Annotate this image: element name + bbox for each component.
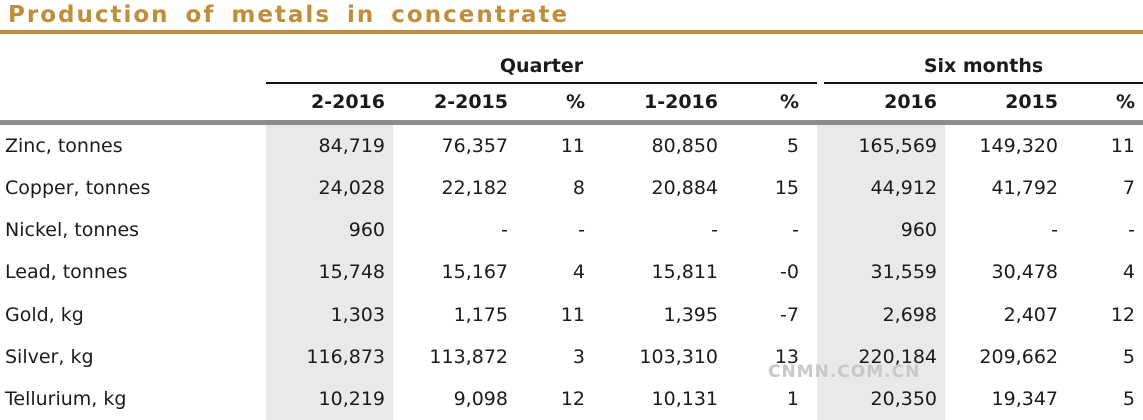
group-header-six-months: Six months bbox=[824, 55, 1143, 84]
table-cell: - bbox=[501, 219, 508, 242]
table-cell: 2,698 bbox=[817, 293, 945, 336]
table-cell: 11 bbox=[560, 303, 585, 326]
table-cell: 20,884 bbox=[651, 177, 718, 200]
table-cell: 1 bbox=[786, 387, 799, 410]
table-cell: 44,912 bbox=[817, 167, 945, 210]
table-cell: 12 bbox=[1110, 303, 1135, 326]
table-cell: - bbox=[578, 219, 585, 242]
table-cell: 15 bbox=[774, 177, 799, 200]
title-underline bbox=[0, 30, 1143, 34]
table-cell: 4 bbox=[1122, 261, 1135, 284]
table-cell: 10,131 bbox=[651, 387, 718, 410]
row-label: Gold, kg bbox=[5, 303, 84, 326]
table-cell: 19,347 bbox=[991, 387, 1058, 410]
table-row: Lead, tonnes 15,748 15,167 4 15,811 -0 31,559 3… bbox=[0, 251, 1143, 294]
table-cell: 9,098 bbox=[453, 387, 508, 410]
table-body: Zinc, tonnes 84,719 76,357 11 80,850 5 165,569… bbox=[0, 125, 1143, 420]
table-cell: 20,350 bbox=[817, 377, 945, 420]
table-row: Tellurium, kg 10,219 9,098 12 10,131 1 20,350 1… bbox=[0, 377, 1143, 420]
table-cell: 8 bbox=[572, 177, 585, 200]
table-cell: 15,748 bbox=[266, 251, 393, 294]
table-cell: 15,167 bbox=[441, 261, 508, 284]
table-cell: 1,303 bbox=[266, 293, 393, 336]
table-row: Nickel, tonnes 960- - - -960- - bbox=[0, 209, 1143, 252]
table-cell: 11 bbox=[560, 135, 585, 158]
table-cell: 15,811 bbox=[651, 261, 718, 284]
table-cell: 960 bbox=[266, 209, 393, 252]
table-cell: - bbox=[711, 219, 718, 242]
row-label: Silver, kg bbox=[5, 345, 94, 368]
table-cell: 5 bbox=[1122, 345, 1135, 368]
table-cell: 165,569 bbox=[817, 125, 945, 168]
table-cell: 24,028 bbox=[266, 167, 393, 210]
column-header-6m-2015: 2015 bbox=[1005, 91, 1058, 113]
row-label: Tellurium, kg bbox=[5, 387, 127, 410]
table-cell: 220,184 bbox=[817, 335, 945, 378]
header-divider-rule bbox=[0, 120, 1143, 125]
group-header-row: Quarter Six months bbox=[0, 34, 1143, 84]
table-cell: 1,395 bbox=[663, 303, 718, 326]
column-header-q2-2015: 2-2015 bbox=[434, 91, 508, 113]
table-row: Gold, kg 1,303 1,175 11 1,395 -7 2,698 2,407 12 bbox=[0, 293, 1143, 336]
table-cell: 41,792 bbox=[991, 177, 1058, 200]
row-label: Zinc, tonnes bbox=[5, 135, 123, 158]
column-header-pct-1: % bbox=[565, 91, 585, 113]
table-cell: 76,357 bbox=[441, 135, 508, 158]
table-row: Zinc, tonnes 84,719 76,357 11 80,850 5 165,569… bbox=[0, 125, 1143, 168]
column-header-row: 2-2016 2-2015 % 1-2016 % 2016 2015 % bbox=[0, 84, 1143, 120]
table-cell: 13 bbox=[774, 345, 799, 368]
table-cell: 5 bbox=[1122, 387, 1135, 410]
table-cell: 1,175 bbox=[453, 303, 508, 326]
table-cell: 12 bbox=[560, 387, 585, 410]
row-label: Nickel, tonnes bbox=[5, 219, 140, 242]
table-cell: 11 bbox=[1110, 135, 1135, 158]
table-cell: -0 bbox=[780, 261, 799, 284]
table-cell: 31,559 bbox=[817, 251, 945, 294]
table-cell: 149,320 bbox=[979, 135, 1058, 158]
column-header-pct-3: % bbox=[1115, 91, 1135, 113]
column-header-label bbox=[0, 113, 266, 120]
table-cell: 7 bbox=[1122, 177, 1135, 200]
table-cell: - bbox=[1051, 219, 1058, 242]
column-header-q1-2016: 1-2016 bbox=[644, 91, 718, 113]
table-cell: 209,662 bbox=[979, 345, 1058, 368]
group-header-quarter: Quarter bbox=[266, 55, 817, 84]
column-header-q2-2016: 2-2016 bbox=[311, 91, 385, 113]
table-cell: 80,850 bbox=[651, 135, 718, 158]
table-cell: 3 bbox=[572, 345, 585, 368]
table-cell: 113,872 bbox=[429, 345, 508, 368]
table-cell: 4 bbox=[572, 261, 585, 284]
table-cell: - bbox=[1128, 219, 1135, 242]
table-row: Silver, kg 116,873 113,872 3 103,310 13 220,18… bbox=[0, 335, 1143, 378]
table-cell: 30,478 bbox=[991, 261, 1058, 284]
table-cell: 103,310 bbox=[639, 345, 718, 368]
table-cell: - bbox=[792, 219, 799, 242]
table-cell: 84,719 bbox=[266, 125, 393, 168]
row-label: Lead, tonnes bbox=[5, 261, 128, 284]
column-header-6m-2016: 2016 bbox=[884, 91, 937, 113]
table-cell: 116,873 bbox=[266, 335, 393, 378]
table-cell: 960 bbox=[817, 209, 945, 252]
table-row: Copper, tonnes 24,028 22,182 8 20,884 15 44,91… bbox=[0, 167, 1143, 210]
table-cell: 10,219 bbox=[266, 377, 393, 420]
table-cell: 2,407 bbox=[1003, 303, 1058, 326]
table-cell: 22,182 bbox=[441, 177, 508, 200]
table-cell: -7 bbox=[780, 303, 799, 326]
column-header-pct-2: % bbox=[779, 91, 799, 113]
production-table: Quarter Six months 2-2016 2-2015 % 1-201… bbox=[0, 34, 1143, 420]
table-cell: 5 bbox=[786, 135, 799, 158]
page-title: Production of metals in concentrate bbox=[8, 2, 570, 28]
row-label: Copper, tonnes bbox=[5, 177, 151, 200]
